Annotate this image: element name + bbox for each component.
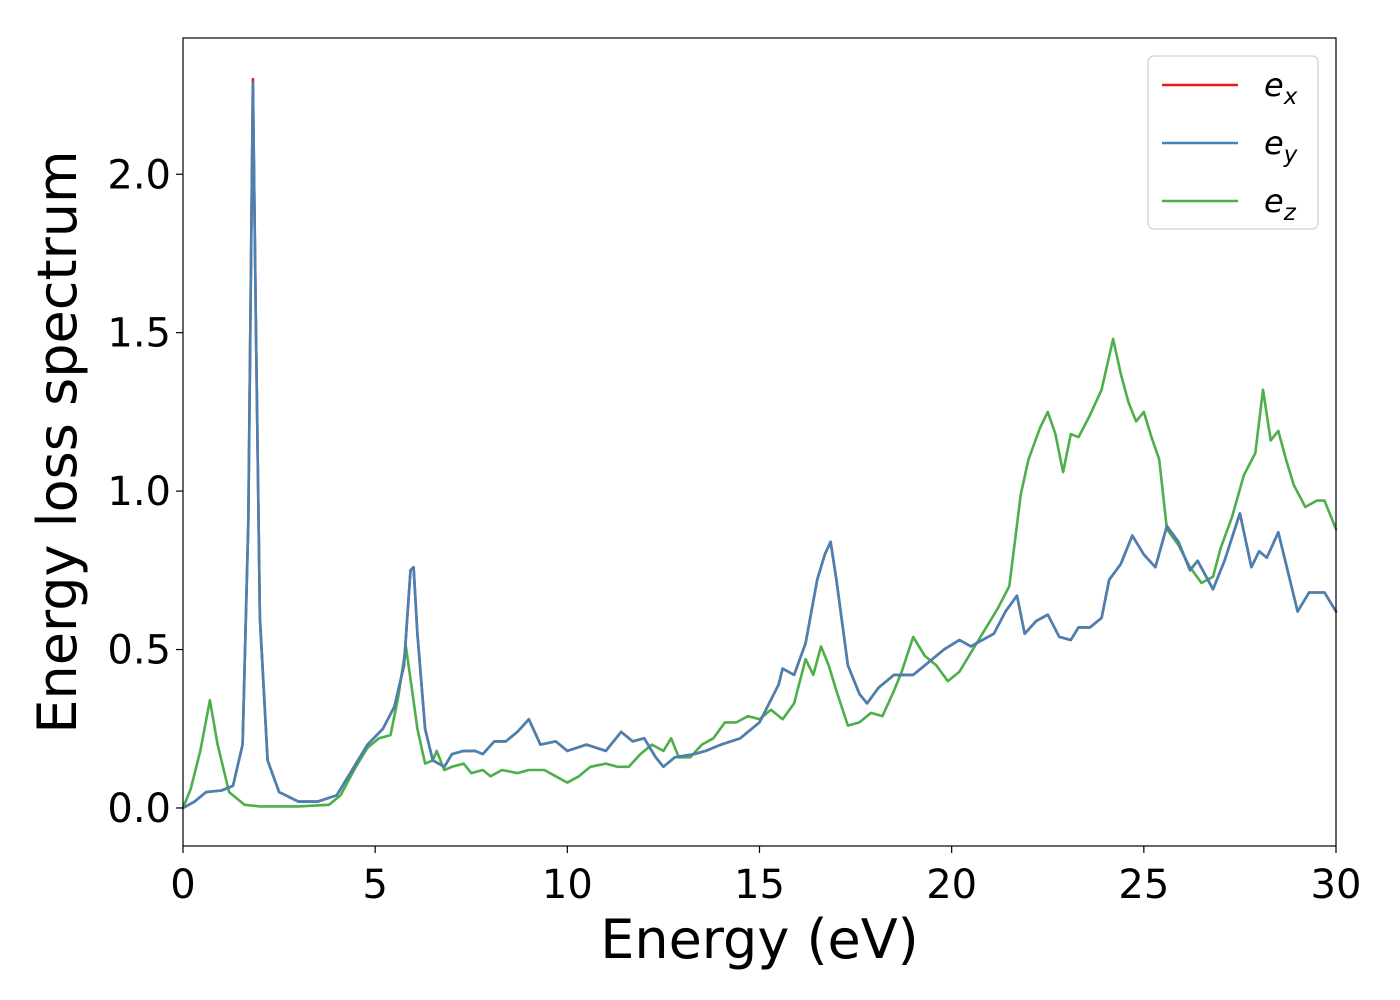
y-tick-label: 1.0 xyxy=(107,469,171,515)
y-axis-ticks: 0.0 0.5 1.0 1.5 2.0 xyxy=(107,152,183,832)
x-tick-label: 10 xyxy=(542,862,593,908)
y-tick-label: 2.0 xyxy=(107,152,171,198)
y-tick-label: 0.0 xyxy=(107,786,171,832)
x-tick-label: 5 xyxy=(362,862,387,908)
y-axis-title: Energy loss spectrum xyxy=(26,150,89,733)
x-tick-label: 30 xyxy=(1311,862,1362,908)
legend-label-subscript: z xyxy=(1283,200,1297,226)
x-axis-ticks: 0 5 10 15 20 25 30 xyxy=(170,846,1361,908)
series-lines xyxy=(181,77,1338,810)
series-line-e-z xyxy=(181,337,1338,810)
x-tick-label: 0 xyxy=(170,862,195,908)
y-tick-label: 0.5 xyxy=(107,628,171,674)
y-tick-label: 1.5 xyxy=(107,311,171,357)
x-tick-label: 15 xyxy=(734,862,785,908)
x-tick-label: 25 xyxy=(1118,862,1169,908)
x-axis-title: Energy (eV) xyxy=(600,908,919,971)
x-tick-label: 20 xyxy=(926,862,977,908)
plot-area xyxy=(183,38,1336,846)
legend-label-subscript: y xyxy=(1283,142,1298,168)
legend-label: ey xyxy=(1264,124,1298,168)
legend-label: ez xyxy=(1264,182,1297,226)
series-line-e-y xyxy=(181,81,1338,810)
legend-label-subscript: x xyxy=(1283,84,1298,110)
legend-label-base: e xyxy=(1264,182,1284,220)
legend-label-base: e xyxy=(1264,66,1284,104)
legend-label-base: e xyxy=(1264,124,1284,162)
legend-label: ex xyxy=(1264,66,1298,110)
